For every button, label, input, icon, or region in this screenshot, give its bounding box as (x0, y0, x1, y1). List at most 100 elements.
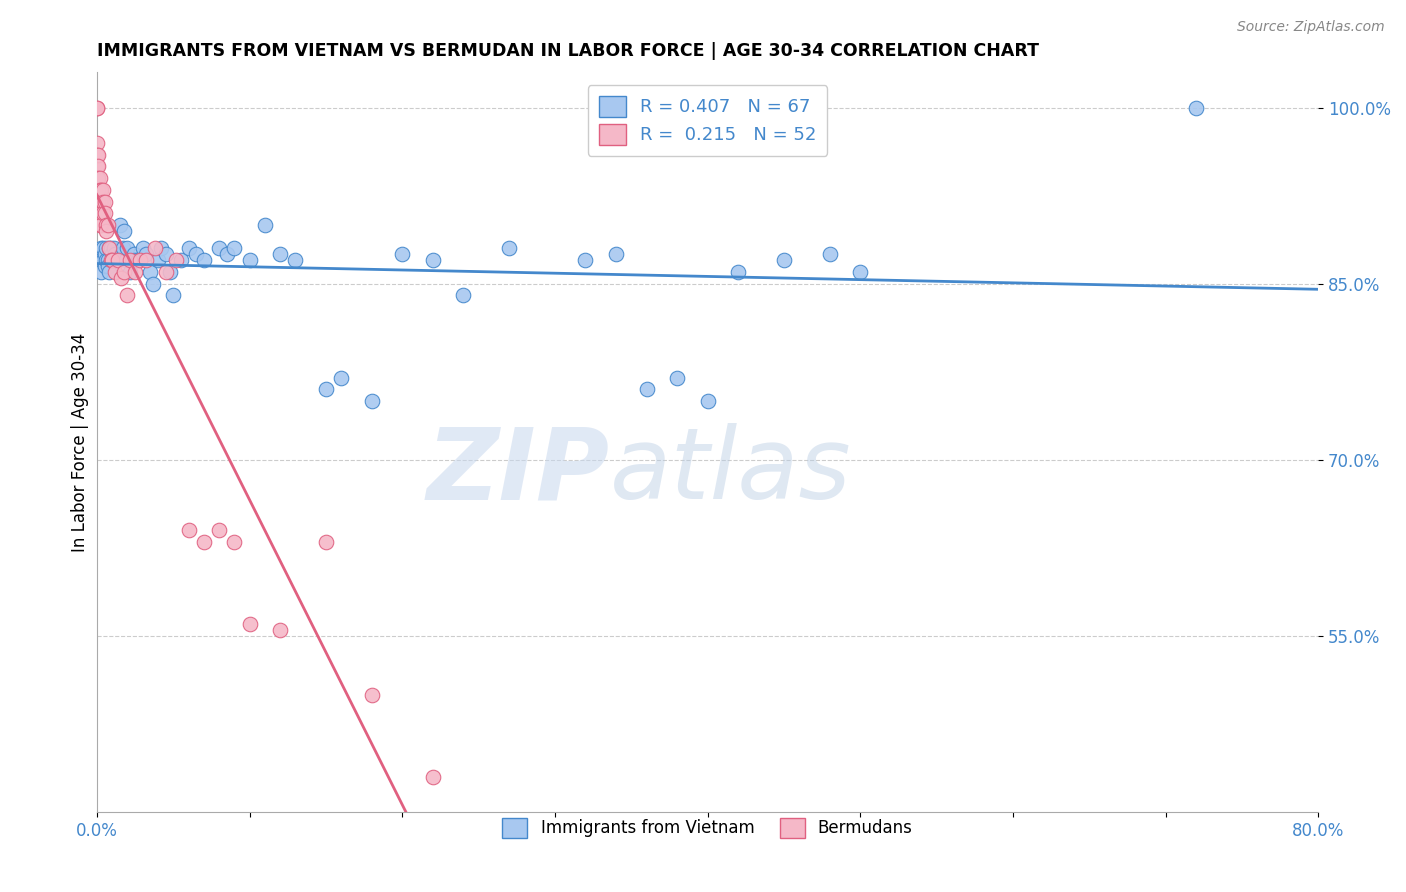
Point (90, 194, 112, 209)
Point (111, 242, 134, 256)
Point (253, 218, 276, 232)
Point (773, 253, 796, 268)
Point (94, 242, 117, 256)
Point (208, 242, 231, 256)
Point (97, 253, 120, 268)
Point (128, 253, 150, 268)
Point (155, 265, 177, 279)
Point (97, 259, 120, 273)
Point (143, 242, 166, 256)
Point (315, 382, 337, 396)
Point (124, 253, 146, 268)
Point (150, 242, 173, 256)
Point (849, 265, 872, 279)
Point (104, 265, 127, 279)
Point (94, 253, 117, 268)
Point (135, 247, 157, 261)
Point (122, 247, 145, 261)
Point (208, 523, 231, 537)
Point (112, 265, 135, 279)
Point (108, 218, 131, 232)
Point (90, 242, 112, 256)
Y-axis label: In Labor Force | Age 30-34: In Labor Force | Age 30-34 (72, 333, 89, 552)
Point (91, 253, 114, 268)
Point (186, 247, 208, 261)
Point (177, 523, 200, 537)
Point (165, 253, 187, 268)
Point (86, 147, 108, 161)
Point (120, 253, 142, 268)
Point (87, 159, 110, 173)
Point (360, 688, 382, 702)
Point (107, 253, 129, 268)
Point (93, 247, 115, 261)
Point (177, 242, 200, 256)
Point (112, 224, 135, 238)
Point (86, 101, 108, 115)
Point (100, 253, 122, 268)
Point (101, 247, 124, 261)
Point (224, 242, 246, 256)
Point (98, 265, 121, 279)
Point (90, 206, 112, 220)
Point (422, 253, 444, 268)
Point (110, 270, 132, 285)
Point (90, 183, 112, 197)
Point (91, 194, 114, 209)
Point (98, 242, 121, 256)
Legend: Immigrants from Vietnam, Bermudans: Immigrants from Vietnam, Bermudans (496, 812, 920, 844)
Point (142, 277, 165, 291)
Point (87, 183, 110, 197)
Point (90, 265, 112, 279)
Point (127, 253, 149, 268)
Point (89, 247, 111, 261)
Point (105, 253, 128, 268)
Point (818, 247, 841, 261)
Point (498, 242, 520, 256)
Point (135, 253, 157, 268)
Point (89, 206, 111, 220)
Point (91, 206, 114, 220)
Point (239, 253, 262, 268)
Point (98, 242, 121, 256)
Point (696, 394, 718, 409)
Point (91, 183, 114, 197)
Point (94, 224, 117, 238)
Point (86, 101, 108, 115)
Point (87, 194, 110, 209)
Point (391, 247, 413, 261)
Point (103, 242, 125, 256)
Text: IMMIGRANTS FROM VIETNAM VS BERMUDAN IN LABOR FORCE | AGE 30-34 CORRELATION CHART: IMMIGRANTS FROM VIETNAM VS BERMUDAN IN L… (97, 42, 1039, 60)
Point (93, 259, 115, 273)
Point (86, 136, 108, 150)
Point (124, 265, 146, 279)
Point (110, 247, 132, 261)
Point (727, 265, 749, 279)
Point (193, 535, 215, 549)
Point (155, 247, 177, 261)
Point (117, 288, 139, 302)
Point (224, 535, 246, 549)
Text: atlas: atlas (610, 423, 852, 520)
Point (269, 623, 291, 637)
Point (101, 253, 124, 268)
Point (120, 265, 142, 279)
Point (91, 242, 114, 256)
Point (115, 253, 138, 268)
Point (666, 370, 689, 384)
Point (90, 218, 112, 232)
Point (330, 370, 353, 384)
Point (94, 218, 117, 232)
Point (159, 265, 181, 279)
Point (360, 394, 382, 409)
Point (605, 247, 627, 261)
Point (284, 253, 307, 268)
Point (139, 265, 162, 279)
Point (146, 253, 169, 268)
Point (101, 253, 124, 268)
Point (453, 288, 475, 302)
Point (86, 171, 108, 186)
Point (269, 247, 291, 261)
Point (100, 242, 122, 256)
Point (97, 218, 120, 232)
